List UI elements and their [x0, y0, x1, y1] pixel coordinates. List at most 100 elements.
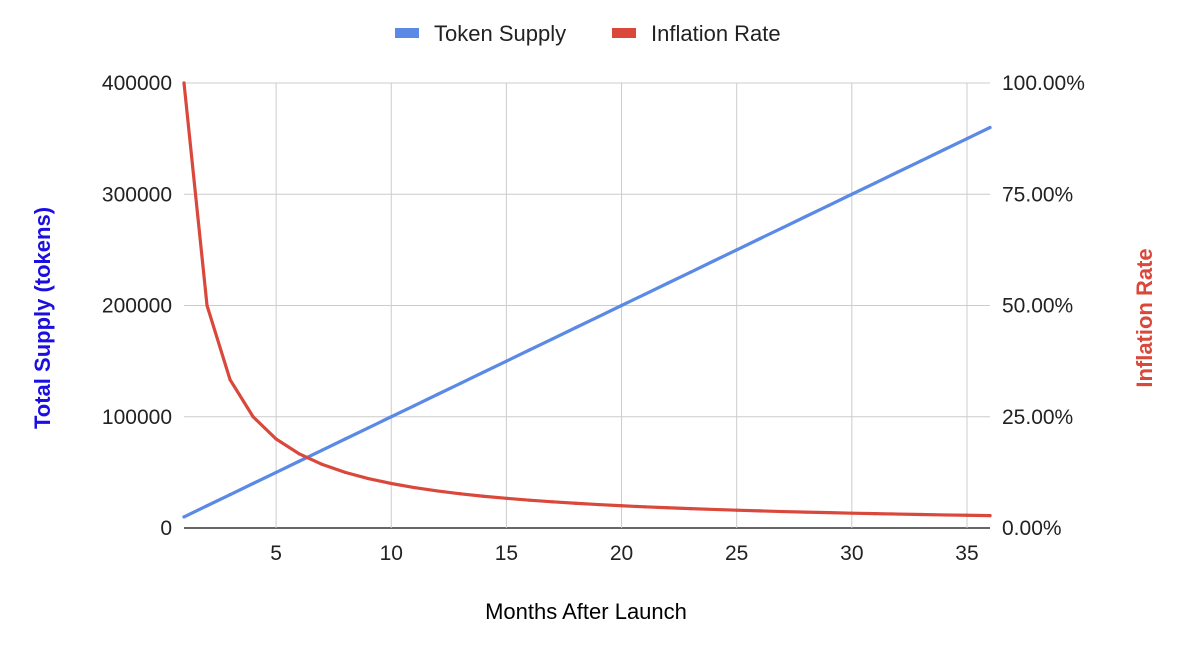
- data-point: [366, 476, 370, 481]
- legend-swatch-token-supply: [395, 28, 419, 38]
- data-point: [550, 500, 555, 504]
- data-point: [435, 489, 439, 493]
- data-point: [827, 203, 831, 207]
- data-point: [619, 303, 624, 308]
- x-tick-label: 30: [840, 542, 863, 565]
- legend-swatch-inflation-rate: [612, 28, 636, 38]
- data-point: [735, 248, 739, 252]
- data-point: [251, 481, 255, 486]
- data-point: [182, 81, 186, 85]
- data-point: [689, 270, 693, 274]
- legend: Token Supply Inflation Rate: [395, 21, 781, 46]
- data-point: [827, 511, 831, 515]
- data-point: [389, 481, 393, 486]
- data-point: [228, 493, 232, 497]
- data-point: [758, 237, 762, 241]
- y-left-tick-label: 300000: [102, 183, 172, 206]
- data-point: [712, 507, 716, 512]
- data-point: [297, 459, 301, 463]
- data-point: [965, 513, 969, 517]
- data-point: [919, 159, 923, 163]
- data-point: [550, 337, 555, 341]
- data-point: [896, 170, 900, 174]
- data-point: [642, 292, 647, 296]
- data-point: [228, 378, 232, 382]
- data-point: [666, 281, 670, 285]
- data-point: [274, 437, 278, 441]
- series-lines: [182, 81, 992, 519]
- y-right-tick-label: 0.00%: [1002, 517, 1062, 540]
- legend-label-inflation-rate: Inflation Rate: [651, 21, 781, 46]
- data-point: [712, 259, 716, 263]
- data-point: [205, 303, 209, 308]
- x-tick-label: 10: [380, 542, 403, 565]
- data-point: [297, 452, 301, 456]
- data-point: [251, 415, 255, 419]
- data-point: [873, 181, 877, 185]
- data-point: [596, 502, 601, 507]
- data-point: [412, 485, 416, 490]
- data-point: [596, 315, 601, 319]
- data-point: [850, 511, 854, 515]
- y-left-tick-label: 200000: [102, 295, 172, 318]
- series-line-inflation-rate: [182, 81, 992, 518]
- x-tick-label: 5: [270, 542, 282, 565]
- tick-labels: 0 100000 200000 300000 400000 0.00% 25.00% 50.0…: [102, 72, 1085, 565]
- y-left-tick-label: 100000: [102, 406, 172, 429]
- data-point: [320, 448, 324, 452]
- data-point: [573, 326, 578, 330]
- data-point: [320, 462, 324, 467]
- data-point: [804, 214, 808, 219]
- data-point: [458, 492, 462, 496]
- data-point: [642, 505, 647, 509]
- data-point: [527, 348, 532, 352]
- y-left-tick-label: 400000: [102, 72, 172, 95]
- y-left-tick-label: 0: [160, 517, 172, 540]
- data-point: [919, 512, 923, 517]
- legend-label-token-supply: Token Supply: [434, 21, 566, 46]
- data-point: [343, 437, 347, 441]
- data-point: [182, 515, 186, 519]
- x-tick-label: 35: [955, 542, 978, 565]
- x-axis-title: Months After Launch: [485, 599, 687, 624]
- x-tick-label: 20: [610, 542, 633, 565]
- x-tick-label: 25: [725, 542, 748, 565]
- data-point: [758, 509, 762, 513]
- data-point: [896, 512, 900, 516]
- data-point: [481, 370, 485, 374]
- data-point: [942, 513, 946, 517]
- data-point: [873, 512, 877, 516]
- data-point: [619, 504, 624, 508]
- data-point: [988, 125, 992, 130]
- data-point: [366, 426, 370, 430]
- data-point: [735, 508, 739, 512]
- x-tick-label: 15: [495, 542, 518, 565]
- data-point: [988, 514, 992, 518]
- data-point: [274, 470, 278, 474]
- grid: [184, 82, 990, 529]
- data-point: [965, 137, 969, 141]
- data-point: [389, 415, 393, 419]
- data-point: [781, 509, 785, 514]
- y-right-tick-label: 50.00%: [1002, 295, 1073, 318]
- data-point: [481, 494, 485, 498]
- y-axis-left-title: Total Supply (tokens): [30, 207, 55, 429]
- data-point: [666, 506, 670, 510]
- data-point: [412, 404, 416, 408]
- data-point: [504, 359, 508, 363]
- data-point: [804, 510, 808, 514]
- data-point: [504, 496, 508, 500]
- data-point: [942, 148, 946, 152]
- data-point: [435, 392, 439, 397]
- data-point: [850, 192, 854, 196]
- y-right-tick-label: 75.00%: [1002, 183, 1073, 206]
- data-point: [527, 498, 532, 502]
- data-point: [458, 381, 462, 385]
- data-point: [573, 501, 578, 505]
- y-axis-right-title: Inflation Rate: [1132, 248, 1157, 387]
- data-point: [205, 504, 209, 508]
- data-point: [689, 507, 693, 511]
- data-point: [343, 470, 347, 474]
- series-line-token-supply: [182, 125, 992, 519]
